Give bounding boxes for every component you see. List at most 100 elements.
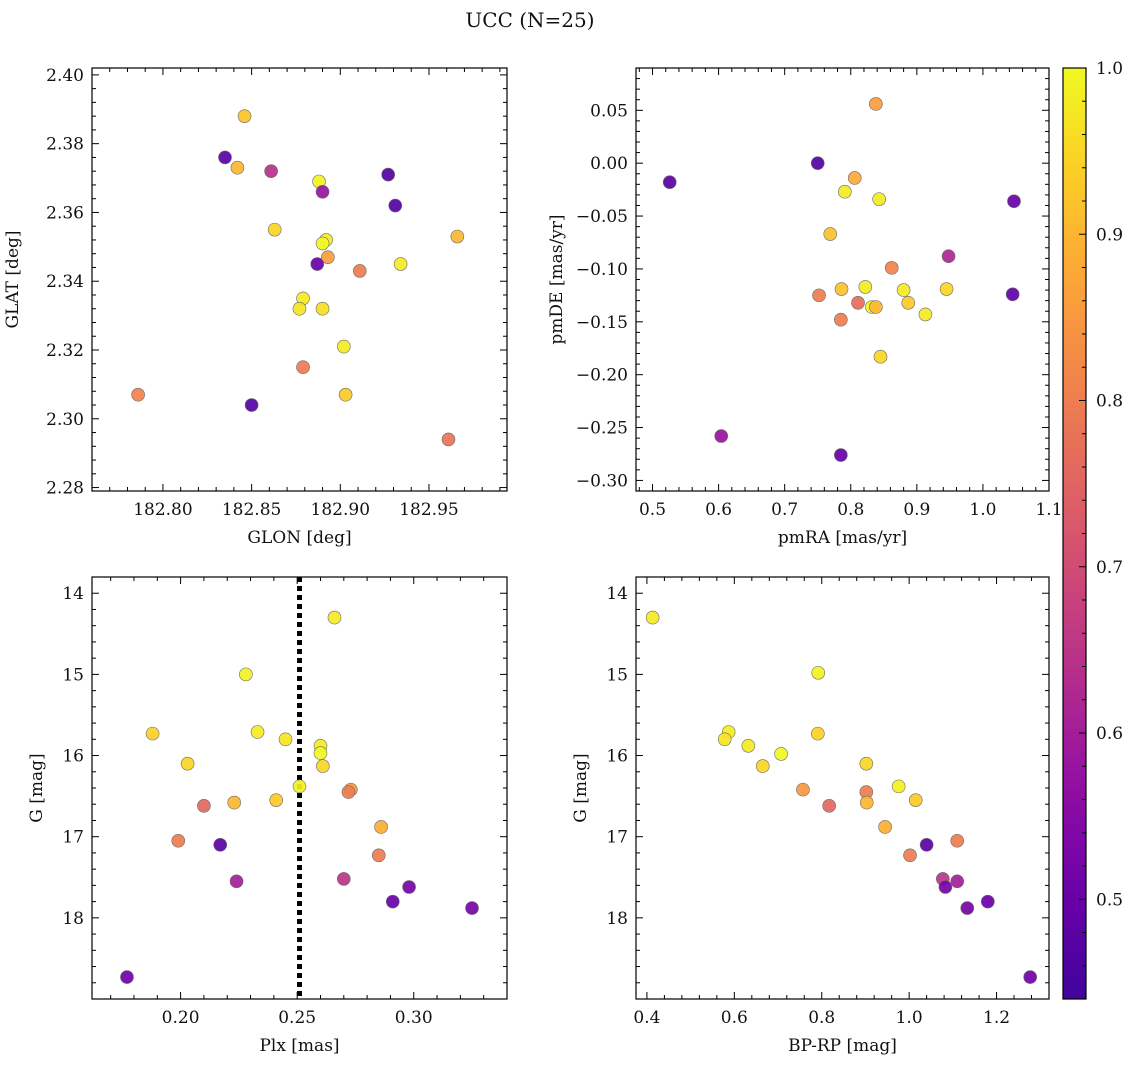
pm-ytick-label: −0.05 (576, 207, 628, 227)
pm-point (884, 261, 899, 275)
sky-point (230, 160, 245, 175)
plx-point (227, 795, 242, 810)
pm-ytick-label: 0.05 (590, 101, 628, 121)
pm-point (858, 280, 873, 294)
pm-point (847, 171, 862, 185)
pm-xlabel: pmRA [mas/yr] (778, 528, 907, 548)
sky-point (296, 360, 310, 374)
plx-point (316, 759, 330, 773)
sky-point (315, 236, 330, 251)
cmd-point (755, 759, 770, 773)
pm-point (901, 295, 916, 310)
plx-point (278, 732, 293, 747)
pm-point (918, 307, 933, 322)
sky-ytick-label: 2.34 (46, 272, 84, 292)
sky-point (321, 250, 335, 264)
plx-point (371, 848, 386, 863)
panel-plx: 0.20 0.25 0.30 14 15 16 17 18 Plx [mas] G [mag] (27, 576, 508, 1056)
cmd-point (1023, 970, 1038, 984)
pm-point (873, 349, 888, 364)
plx-ytick-label: 14 (62, 584, 84, 604)
cmd-xtick-label: 1.2 (983, 1008, 1010, 1028)
panel-pm: 0.5 0.6 0.7 0.8 0.9 1.0 1.1 −0.30 −0.25 −0.20 −0.1… (547, 67, 1063, 548)
plx-ylabel: G [mag] (27, 753, 47, 822)
colorbar-tick-label: 0.5 (1096, 890, 1123, 910)
pm-point (896, 283, 911, 297)
cmd-ylabel: G [mag] (571, 753, 591, 822)
cmd-xtick-label: 0.6 (721, 1008, 748, 1028)
cmd-point (950, 874, 965, 889)
sky-point (292, 301, 307, 316)
cmd-point (981, 894, 995, 909)
cmd-xtick-label: 0.4 (633, 1008, 660, 1028)
cmd-xtick-label: 0.8 (808, 1008, 835, 1028)
panel-cmd: 0.4 0.6 0.8 1.0 1.2 14 15 16 17 18 BP-RP [mag] G [m… (571, 576, 1050, 1056)
plx-point (239, 667, 253, 682)
plx-xtick-label: 0.20 (162, 1008, 200, 1028)
pm-xtick-label: 0.9 (903, 500, 930, 520)
sky-point (338, 387, 353, 402)
sky-point (237, 109, 252, 123)
sky-point (337, 339, 351, 354)
pm-point (834, 448, 848, 462)
pm-point (810, 156, 825, 170)
cmd-point (950, 833, 965, 848)
plx-point (213, 838, 228, 852)
pm-ytick-label: −0.15 (576, 313, 628, 333)
pm-point (1005, 287, 1020, 302)
sky-xtick-label: 182.95 (399, 500, 458, 520)
sky-xlabel: GLON [deg] (247, 528, 351, 548)
sky-axes-frame (91, 67, 508, 492)
plx-point (250, 725, 265, 739)
plx-point (336, 872, 351, 886)
pm-ytick-label: −0.10 (576, 260, 628, 280)
sky-ytick-label: 2.40 (46, 66, 84, 86)
plx-point (180, 756, 195, 771)
cmd-point (878, 820, 892, 834)
plx-point (197, 799, 211, 813)
colorbar-tick-label: 0.9 (1096, 225, 1123, 245)
pm-ytick-label: −0.30 (576, 471, 628, 491)
sky-xtick-label: 182.90 (311, 500, 370, 520)
plx-point (385, 894, 400, 909)
colorbar-tick-label: 0.8 (1096, 392, 1123, 412)
cmd-xlabel: BP-RP [mag] (788, 1036, 897, 1056)
pm-point (812, 288, 826, 303)
sky-point (267, 222, 282, 237)
sky-point (352, 264, 367, 278)
cmd-point (919, 838, 934, 852)
cmd-point (774, 747, 788, 761)
sky-point (388, 198, 403, 213)
cmd-ytick-label: 17 (606, 828, 628, 848)
cmd-ytick-label: 15 (606, 665, 628, 685)
sky-point (393, 257, 408, 271)
plx-point (402, 880, 416, 894)
cmd-point (960, 901, 975, 915)
sky-point (310, 257, 325, 271)
sky-ytick-label: 2.36 (46, 203, 84, 223)
cmd-xtick-label: 1.0 (896, 1008, 923, 1028)
colorbar-tick-label: 1.0 (1096, 59, 1123, 79)
plx-point (269, 793, 283, 807)
pm-xtick-label: 0.6 (705, 500, 732, 520)
pm-point (1007, 194, 1021, 209)
sky-point (315, 301, 330, 316)
plx-ytick-label: 15 (62, 665, 84, 685)
cmd-point (859, 795, 874, 810)
pm-ytick-label: 0.00 (590, 154, 628, 174)
pm-xtick-label: 0.7 (771, 500, 798, 520)
cmd-point (903, 848, 917, 863)
pm-ytick-label: −0.25 (576, 419, 628, 439)
pm-point (838, 184, 852, 199)
plx-point (465, 901, 479, 915)
plx-xtick-label: 0.30 (395, 1008, 433, 1028)
cmd-point (822, 799, 836, 813)
cmd-point (796, 782, 810, 797)
pm-axes-frame (635, 67, 1050, 492)
sky-point (218, 150, 232, 165)
sky-point (264, 164, 278, 178)
plx-point (313, 746, 328, 760)
pm-ylabel: pmDE [mas/yr] (547, 214, 567, 344)
pm-point (939, 282, 954, 296)
